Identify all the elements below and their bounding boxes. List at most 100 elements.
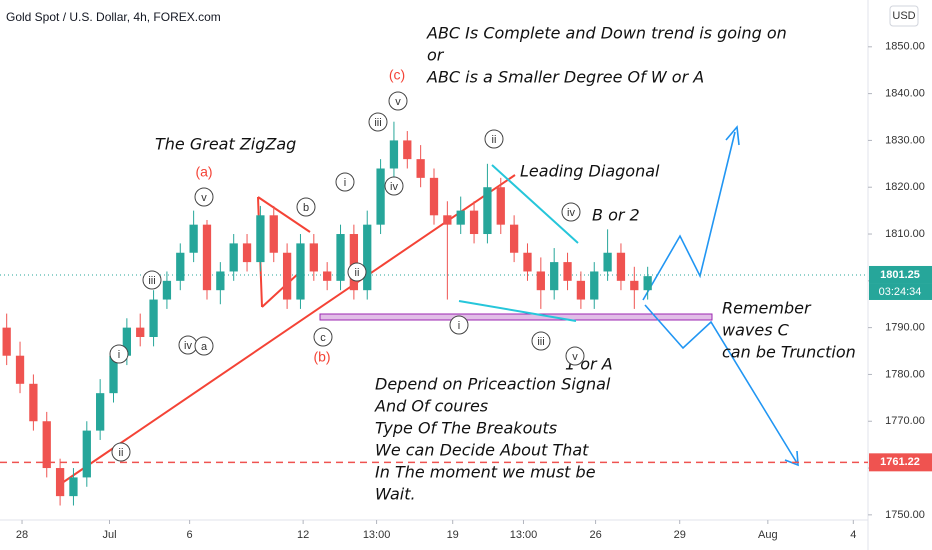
wave-label: ii <box>119 447 124 459</box>
candle-body <box>630 280 639 291</box>
y-tick-label: 1850.00 <box>885 41 925 53</box>
leading-diagonal <box>458 164 579 322</box>
candle-body <box>242 243 252 263</box>
bullish-arrow <box>642 125 740 301</box>
candle-body <box>523 252 532 272</box>
candle-body <box>363 224 372 291</box>
candle-body <box>29 383 38 422</box>
candle-body <box>536 271 545 291</box>
wave-circle <box>484 129 504 149</box>
wave-label: v <box>201 192 207 204</box>
x-tick-label: 29 <box>674 529 686 541</box>
candle-body <box>469 210 479 235</box>
support-price-box <box>869 453 932 472</box>
candle-body <box>483 187 492 235</box>
wave-label: (c) <box>389 67 405 83</box>
wave-label: iv <box>184 340 192 352</box>
wave-label: v <box>572 351 578 363</box>
wave-label: (a) <box>195 164 212 180</box>
candle-body <box>603 252 612 272</box>
candle-body <box>202 224 212 291</box>
candle-body <box>443 215 452 225</box>
candle-body <box>309 243 318 272</box>
candle-body <box>176 252 185 281</box>
annotation: And Of coures <box>374 397 488 416</box>
wave-circle <box>111 442 131 462</box>
y-tick-label: 1770.00 <box>885 415 925 427</box>
x-tick-label: Jul <box>102 529 116 541</box>
candle-body <box>229 243 238 272</box>
y-tick-label: 1810.00 <box>885 228 925 240</box>
currency-box <box>889 5 919 27</box>
wave-label: iii <box>148 275 155 287</box>
candle-body <box>403 140 412 160</box>
candle-body <box>323 271 332 281</box>
wave-circle <box>194 187 214 207</box>
candle-body <box>429 177 439 216</box>
candle-body <box>269 215 278 253</box>
candle-body <box>563 262 572 281</box>
annotation: ABC Is Complete and Down trend is going … <box>426 24 787 43</box>
candle-body <box>643 276 652 291</box>
candle-body <box>550 262 559 291</box>
wave-circle <box>388 91 408 111</box>
wave-circle <box>531 331 551 351</box>
candle-body <box>256 215 265 263</box>
wave-label: iii <box>537 336 544 348</box>
x-tick-label: 4 <box>850 529 856 541</box>
countdown-label: 03:24:34 <box>879 286 922 298</box>
wave-circle <box>347 262 367 282</box>
candle-body <box>336 234 345 281</box>
support-price-label: 1761.22 <box>880 456 920 468</box>
wave-label: i <box>344 177 346 189</box>
candle-body <box>496 187 505 225</box>
currency: USD <box>892 10 915 22</box>
wave-circle <box>335 172 355 192</box>
annotation: ABC is a Smaller Degree Of W or A <box>426 68 704 87</box>
candle-body <box>282 252 292 300</box>
wave-circle <box>142 270 162 290</box>
annotation: or <box>427 46 445 65</box>
wave-label: a <box>201 341 208 353</box>
wave-circle <box>109 344 129 364</box>
x-tick-label: 19 <box>447 529 459 541</box>
candle-body <box>122 327 132 356</box>
annotation: We can Decide About That <box>375 441 589 460</box>
wave-circle <box>565 346 585 366</box>
wave-circle <box>296 197 316 217</box>
wave-label: ii <box>492 134 497 146</box>
candle-body <box>509 224 519 253</box>
wave-circle <box>194 336 214 356</box>
candle-body <box>389 140 399 169</box>
x-tick-label: 28 <box>16 529 28 541</box>
candle-body <box>590 271 599 300</box>
x-tick-label: 26 <box>589 529 601 541</box>
y-tick-label: 1780.00 <box>885 368 925 380</box>
annotation: B or 2 <box>592 206 640 225</box>
wave-circle <box>313 327 333 347</box>
y-tick-label: 1820.00 <box>885 181 925 193</box>
wave-circle <box>368 112 388 132</box>
support-zone <box>319 313 713 321</box>
wave-label: c <box>320 332 326 344</box>
candle-body <box>189 224 198 253</box>
wave-label: b <box>303 202 309 214</box>
y-tick-label: 1750.00 <box>885 509 925 521</box>
countdown-box <box>869 283 932 300</box>
candle-body <box>69 477 78 497</box>
candle-body <box>349 234 359 291</box>
candle-body <box>42 421 51 469</box>
annotation: Leading Diagonal <box>520 162 660 181</box>
candle-body <box>109 355 118 394</box>
chart-title: Gold Spot / U.S. Dollar, 4h, FOREX.com <box>6 10 221 24</box>
candle-body <box>162 280 172 300</box>
wave-label: ii <box>355 267 360 279</box>
bearish-arrow <box>644 304 799 467</box>
candle-body <box>616 252 626 281</box>
candle-body <box>149 299 158 337</box>
x-tick-label: 13:00 <box>363 529 391 541</box>
wave-label: iv <box>390 181 398 193</box>
wave-label: v <box>395 96 401 108</box>
